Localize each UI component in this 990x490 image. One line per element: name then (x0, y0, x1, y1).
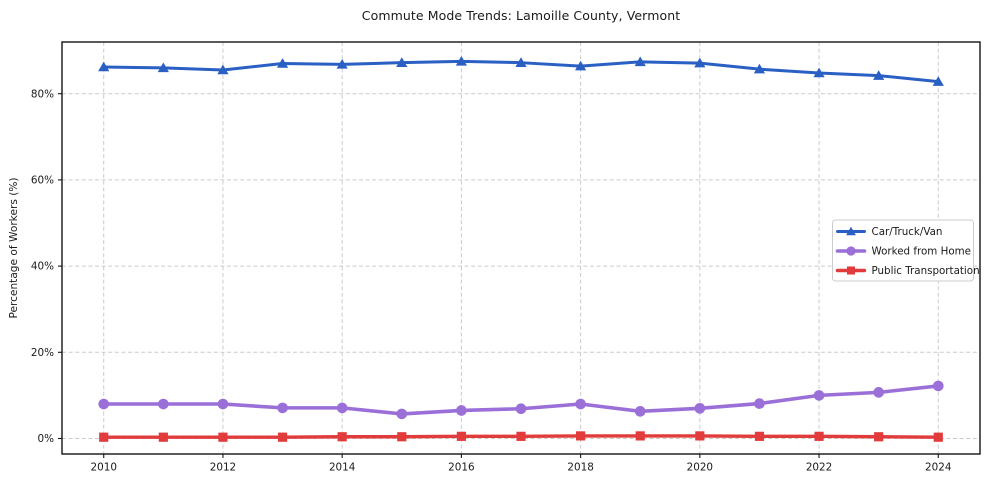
circle-marker (336, 402, 348, 414)
x-tick-label: 2020 (687, 462, 713, 474)
triangle-marker (217, 64, 229, 75)
square-marker (695, 431, 705, 441)
triangle-marker (455, 56, 467, 66)
circle-marker (515, 403, 527, 415)
y-tick-label: 0% (38, 433, 55, 445)
circle-marker (456, 405, 467, 416)
x-tick-label: 2016 (448, 462, 474, 474)
plot-border (61, 41, 981, 455)
square-marker (456, 431, 466, 441)
square-marker (277, 432, 288, 442)
y-tick-label: 80% (31, 88, 54, 100)
circle-marker (277, 402, 288, 414)
circle-marker (634, 406, 646, 417)
square-marker (516, 431, 526, 441)
square-marker (576, 431, 586, 441)
square-marker (874, 432, 884, 442)
tick-labels: 2010 2012 2014 2016 2018 2020 2022 2024 0% 20% 40%… (31, 88, 952, 473)
legend-box (832, 219, 974, 282)
triangle-marker (753, 63, 766, 74)
circle-marker (873, 387, 884, 398)
circle-marker (932, 380, 944, 392)
y-tick-label: 20% (31, 347, 54, 359)
square-marker (99, 432, 109, 442)
chart-title: Commute Mode Trends: Lamoille County, Ve… (361, 8, 681, 23)
x-tick-label: 2024 (925, 462, 952, 474)
legend: Car/Truck/Van Worked from Home Public Tran… (832, 219, 980, 282)
square-marker (158, 432, 168, 442)
x-tick-label: 2014 (329, 462, 356, 474)
circle-marker (217, 398, 229, 410)
y-axis-label: Percentage of Workers (%) (8, 177, 20, 318)
x-tick-label: 2010 (91, 462, 117, 474)
square-marker (337, 432, 347, 442)
triangle-marker (157, 62, 169, 73)
circle-marker (575, 398, 586, 410)
triangle-marker (873, 70, 885, 80)
circle-marker (754, 398, 765, 409)
circle-marker (813, 390, 825, 401)
square-marker (397, 432, 407, 442)
square-marker (846, 266, 856, 275)
x-tick-label: 2022 (806, 462, 832, 474)
square-marker (635, 431, 645, 441)
triangle-marker (694, 57, 706, 68)
triangle-marker (396, 57, 408, 67)
circle-marker (158, 398, 169, 410)
square-marker (933, 432, 943, 442)
square-marker (218, 432, 228, 442)
triangle-marker (98, 61, 110, 72)
series-lines (98, 56, 944, 442)
square-marker (814, 431, 824, 441)
axes-spines (61, 41, 981, 455)
triangle-marker (276, 58, 289, 68)
circle-marker (694, 402, 706, 414)
x-tick-label: 2012 (210, 462, 236, 474)
circle-marker (846, 246, 856, 256)
triangle-marker (515, 57, 527, 67)
legend-label: Worked from Home (872, 246, 972, 258)
circle-marker (396, 408, 408, 420)
triangle-marker (336, 59, 348, 69)
legend-label: Public Transportation (872, 265, 980, 277)
y-tick-label: 40% (31, 261, 54, 273)
circle-marker (98, 398, 110, 410)
triangle-marker (813, 67, 825, 78)
square-marker (754, 431, 765, 441)
x-tick-label: 2018 (567, 462, 593, 474)
triangle-marker (634, 56, 646, 67)
legend-label: Car/Truck/Van (872, 226, 943, 238)
triangle-marker (575, 60, 587, 71)
y-tick-label: 60% (31, 175, 54, 187)
triangle-marker (846, 226, 856, 236)
triangle-marker (932, 76, 944, 86)
